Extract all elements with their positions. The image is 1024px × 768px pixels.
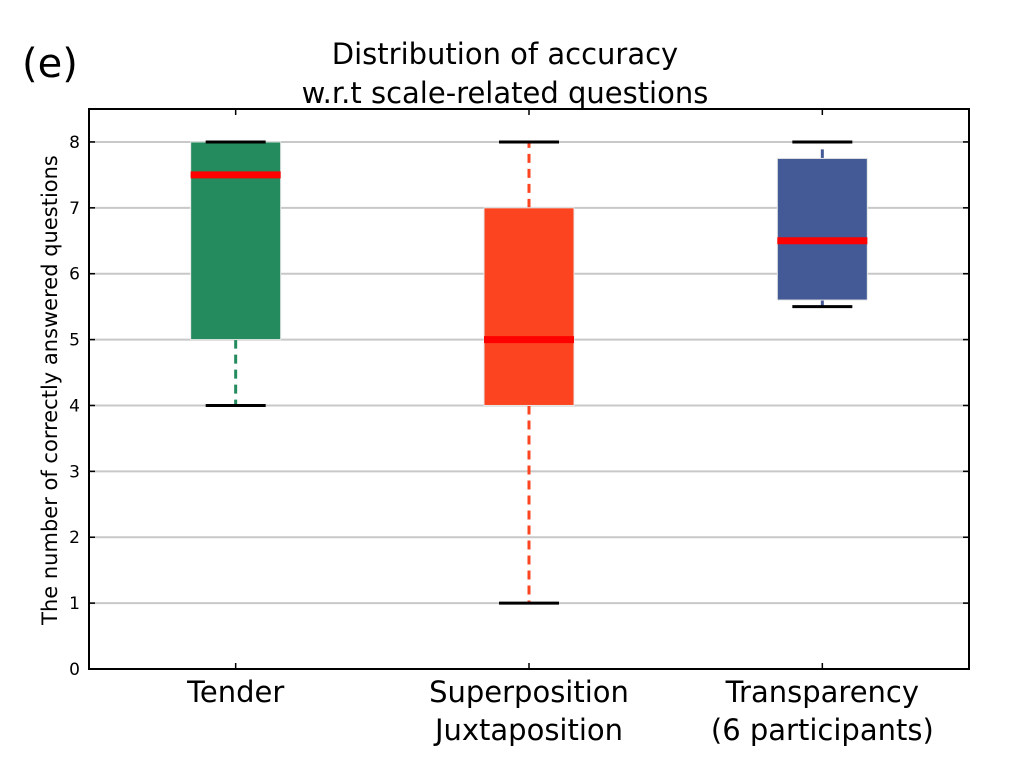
x-category-label: Transparency [725,675,919,709]
x-category-label-line2: Juxtaposition [433,713,623,747]
x-category-label: Superposition [429,675,629,709]
y-tick-label: 8 [69,133,80,153]
box-group-3 [776,140,868,309]
x-category-label: Tender [186,675,284,709]
y-axis-label: The number of correctly answered questio… [38,155,62,626]
x-category-label-line2: (6 participants) [711,713,934,747]
box-iqr [483,207,575,406]
chart-subtitle: w.r.t scale-related questions [302,76,709,110]
panel-label: (e) [22,41,78,87]
y-tick-label: 5 [69,331,80,351]
y-tick-label: 3 [69,462,80,482]
box-iqr [776,157,868,301]
y-tick-label: 7 [69,199,80,219]
chart-title: Distribution of accuracy [332,37,678,71]
axes: 0 1 2 3 4 5 6 7 8 Tender Superposition Juxtapositio… [69,108,970,747]
y-tick-label: 4 [69,396,80,416]
y-tick-label: 2 [69,528,80,548]
plot-area [190,140,868,605]
box-group-2 [483,140,575,605]
y-tick-label: 6 [69,265,80,285]
box-group-1 [190,140,282,407]
y-tick-label: 1 [69,594,80,614]
y-tick-label: 0 [69,660,80,680]
